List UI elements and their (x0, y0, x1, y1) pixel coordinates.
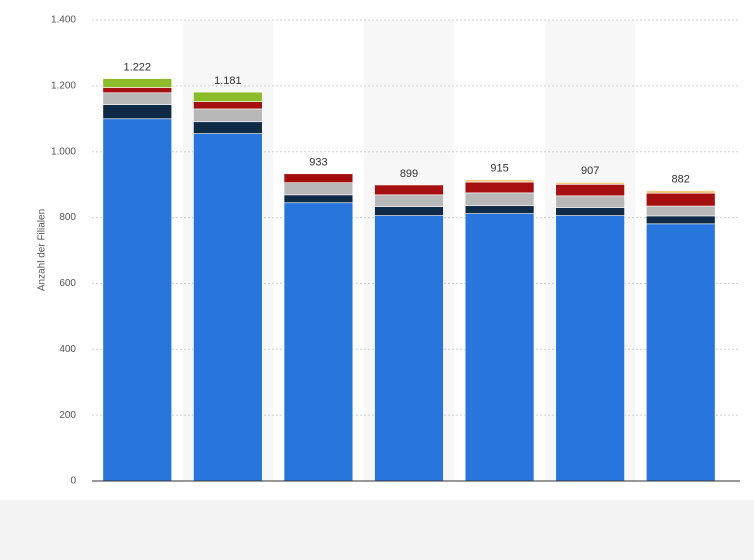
bar-segment (555, 207, 625, 216)
total-label: 933 (309, 157, 327, 169)
y-axis-label: Anzahl der Filialen (37, 209, 48, 291)
y-tick-label: 0 (70, 476, 76, 487)
bar-segment (374, 194, 444, 208)
bar-segment (645, 205, 716, 217)
total-label: 1.181 (214, 75, 242, 87)
bar-segment (193, 91, 263, 102)
bar-segment (645, 192, 716, 207)
total-label: 899 (400, 168, 418, 180)
y-tick-label: 800 (59, 212, 76, 223)
bar-segment (102, 104, 173, 120)
bar-segment (555, 184, 625, 197)
bar-segment (102, 87, 173, 94)
y-tick-label: 1.400 (51, 15, 76, 26)
bar-segment (464, 205, 535, 214)
bar-segment (374, 184, 444, 196)
bar-segment (464, 179, 535, 183)
bar-segment (555, 182, 625, 185)
bar-segment (102, 92, 173, 105)
bar-segment (193, 121, 263, 134)
bar-segment (102, 78, 173, 88)
bar-segment (374, 206, 444, 216)
y-tick-label: 1.000 (51, 146, 76, 157)
bar-segment (102, 118, 173, 482)
bar-segment (464, 192, 535, 207)
bar-segment (283, 182, 354, 196)
bar-segment (283, 173, 354, 183)
bar-segment (283, 202, 354, 482)
total-label: 1.222 (124, 62, 152, 74)
bar-segment (193, 133, 263, 482)
bar-segment (645, 223, 716, 482)
total-label: 907 (581, 165, 599, 177)
y-tick-label: 200 (59, 410, 76, 421)
bar-segment (193, 101, 263, 110)
y-tick-label: 1.200 (51, 80, 76, 91)
total-label: 882 (672, 173, 690, 185)
bar-segment (374, 215, 444, 482)
bar-segment (464, 213, 535, 482)
y-tick-label: 400 (59, 344, 76, 355)
bar-segment (283, 194, 354, 204)
bar-segment (555, 215, 625, 482)
y-tick-label: 600 (59, 278, 76, 289)
bar-segment (464, 181, 535, 194)
bar-segment (645, 190, 716, 194)
footer-strip (0, 500, 754, 560)
total-label: 915 (490, 163, 508, 175)
bar-segment (555, 195, 625, 208)
bar-segment (193, 108, 263, 123)
bar-segment (645, 215, 716, 225)
